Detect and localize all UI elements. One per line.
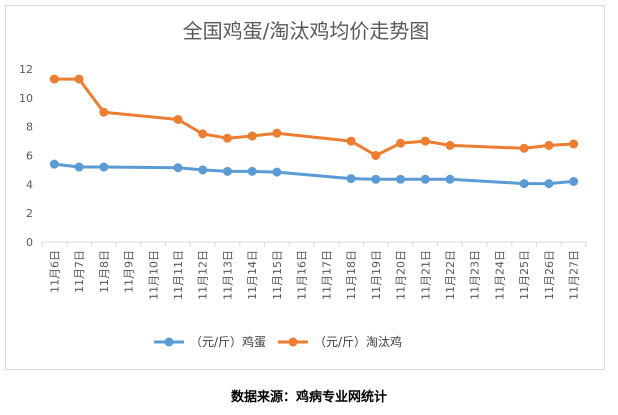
x-tick-label: 11月6日 <box>48 250 61 293</box>
data-point <box>420 136 430 146</box>
x-tick-label: 11月18日 <box>345 250 358 300</box>
source-note: 数据来源：鸡病专业网统计 <box>230 390 387 405</box>
x-tick-label: 11月13日 <box>221 250 234 300</box>
data-point <box>74 162 84 172</box>
data-point <box>371 174 381 184</box>
x-tick-label: 11月10日 <box>147 250 160 300</box>
y-tick-label: 0 <box>26 236 33 249</box>
data-point <box>173 163 183 173</box>
x-tick-label: 11月25日 <box>518 250 531 300</box>
chart-axes: 0 2 4 6 8 10 12 11月6日 11月7日 11月8日 11月9日 11月10日 11月11… <box>19 63 587 300</box>
data-point <box>519 179 529 189</box>
data-point <box>445 174 455 184</box>
data-point <box>173 114 183 124</box>
data-point <box>99 162 109 172</box>
data-point <box>396 174 406 184</box>
x-tick-label: 11月20日 <box>395 250 408 300</box>
data-point <box>49 159 59 169</box>
data-point <box>198 129 208 139</box>
y-tick-label: 2 <box>26 207 33 220</box>
data-point <box>445 140 455 150</box>
data-point <box>346 174 356 184</box>
x-tick-label: 11月22日 <box>444 250 457 300</box>
x-tick-label: 11月23日 <box>469 250 482 300</box>
legend-label: （元/斤）淘汰鸡 <box>314 334 402 349</box>
x-tick-label: 11月11日 <box>172 250 185 300</box>
y-tick-label: 12 <box>19 63 33 76</box>
chart-frame: 全国鸡蛋/淘汰鸡均价走势图 0 2 4 6 8 10 12 11月6日 11月7日 11月8日 11… <box>5 5 605 370</box>
line-chart: 全国鸡蛋/淘汰鸡均价走势图 0 2 4 6 8 10 12 11月6日 11月7日 11月8日 11… <box>19 19 587 349</box>
y-tick-label: 8 <box>26 121 33 134</box>
data-point <box>247 131 257 141</box>
legend-label: （元/斤）鸡蛋 <box>190 334 266 349</box>
x-tick-label: 11月16日 <box>296 250 309 300</box>
x-tick-label: 11月26日 <box>543 250 556 300</box>
x-tick-label: 11月8日 <box>98 250 111 293</box>
x-tick-label: 11月27日 <box>568 250 581 300</box>
data-point <box>49 74 59 84</box>
data-point <box>519 143 529 153</box>
x-tick-label: 11月19日 <box>370 250 383 300</box>
series-line-1 <box>54 77 574 157</box>
x-tick-label: 11月21日 <box>419 250 432 300</box>
legend-swatch-marker <box>288 337 298 347</box>
x-tick-label: 11月12日 <box>197 250 210 300</box>
x-tick-label: 11月7日 <box>73 250 86 293</box>
data-point <box>396 138 406 148</box>
data-point <box>544 179 554 189</box>
chart-legend: （元/斤）鸡蛋 （元/斤）淘汰鸡 <box>154 334 402 349</box>
chart-title: 全国鸡蛋/淘汰鸡均价走势图 <box>183 19 430 43</box>
data-point <box>198 165 208 175</box>
y-tick-label: 4 <box>26 178 33 191</box>
data-point <box>544 140 554 150</box>
y-tick-label: 6 <box>26 150 33 163</box>
data-point <box>272 128 282 138</box>
data-point <box>420 174 430 184</box>
chart-series <box>49 74 579 189</box>
data-point <box>247 166 257 176</box>
data-point <box>371 151 381 160</box>
x-tick-label: 11月14日 <box>246 250 259 300</box>
data-point <box>222 166 232 176</box>
data-point <box>346 136 356 146</box>
x-tick-label: 11月17日 <box>320 250 333 300</box>
x-tick-label: 11月9日 <box>123 250 136 293</box>
data-point <box>99 107 109 117</box>
data-point <box>272 167 282 177</box>
y-tick-label: 10 <box>19 92 33 105</box>
data-point <box>569 176 579 186</box>
data-point <box>74 74 84 84</box>
data-point <box>569 139 579 149</box>
legend-swatch-marker <box>164 337 174 347</box>
series-line-0 <box>54 162 574 186</box>
data-point <box>222 133 232 143</box>
x-tick-label: 11月24日 <box>493 250 506 300</box>
x-tick-label: 11月15日 <box>271 250 284 300</box>
